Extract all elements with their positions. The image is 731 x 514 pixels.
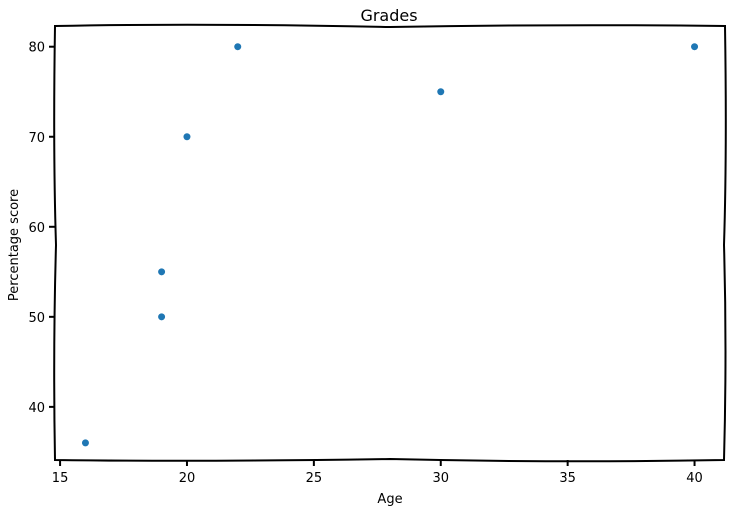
chart-title: Grades bbox=[360, 6, 417, 25]
x-tick-label: 15 bbox=[52, 471, 69, 486]
data-point bbox=[158, 268, 166, 276]
y-tick-label: 60 bbox=[28, 221, 45, 236]
data-point bbox=[691, 43, 699, 51]
x-tick-label: 40 bbox=[686, 471, 703, 486]
y-tick-label: 80 bbox=[28, 41, 45, 56]
x-axis-label: Age bbox=[377, 492, 402, 507]
data-point bbox=[81, 439, 89, 447]
plot-frame bbox=[53, 23, 727, 463]
x-tick-label: 35 bbox=[559, 471, 576, 486]
x-tick-label: 20 bbox=[179, 471, 196, 486]
data-point bbox=[234, 43, 242, 51]
axis-ticks: 15 20 25 30 35 40 40 50 60 70 80 bbox=[28, 41, 702, 486]
y-axis-label: Percentage score bbox=[7, 189, 22, 301]
y-tick-label: 40 bbox=[28, 401, 45, 416]
data-point bbox=[158, 313, 166, 321]
data-points bbox=[81, 43, 699, 447]
data-point bbox=[437, 88, 445, 96]
x-tick-label: 25 bbox=[306, 471, 323, 486]
data-point bbox=[183, 133, 191, 141]
y-tick-label: 50 bbox=[28, 311, 45, 326]
y-tick-label: 70 bbox=[28, 131, 45, 146]
x-tick-label: 30 bbox=[432, 471, 449, 486]
